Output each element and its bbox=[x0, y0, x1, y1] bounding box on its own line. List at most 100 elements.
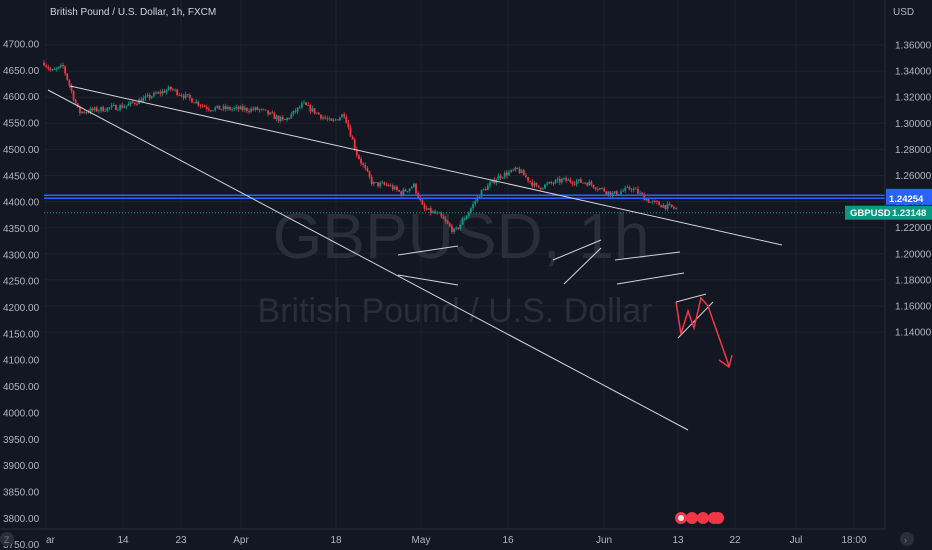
flag-2-lower[interactable] bbox=[616, 272, 685, 285]
candle-body-235 bbox=[539, 187, 542, 190]
candle-body-119 bbox=[294, 110, 297, 112]
time-axis[interactable]: ar 14 23 Apr 18 May 16 Jun 13 22 Jul 18:00 bbox=[46, 535, 867, 546]
candle-body-296 bbox=[668, 203, 671, 205]
candle-body-158 bbox=[377, 182, 379, 187]
candle-body-141 bbox=[341, 114, 343, 118]
candle-body-189 bbox=[442, 216, 445, 219]
candle-body-27 bbox=[100, 106, 102, 111]
flag-icon-center bbox=[678, 515, 684, 521]
x-axis-label-0: ar bbox=[46, 535, 56, 546]
upper-trendline[interactable] bbox=[69, 85, 783, 246]
candle-body-240 bbox=[550, 181, 553, 184]
candle-body-198 bbox=[461, 219, 464, 225]
candle-body-128 bbox=[313, 108, 316, 114]
level-tag-1 bbox=[886, 191, 932, 205]
scroll-right-button[interactable] bbox=[900, 532, 914, 546]
right-axis-tick-0: 1.36000 bbox=[895, 41, 932, 52]
candle-body-298 bbox=[672, 206, 675, 209]
candle-body-196 bbox=[457, 227, 460, 229]
candle-body-197 bbox=[459, 224, 462, 229]
candle-body-131 bbox=[319, 114, 322, 119]
candle-body-10 bbox=[64, 66, 67, 74]
candle-body-53 bbox=[155, 92, 157, 94]
candle-body-254 bbox=[579, 179, 582, 183]
x-axis-label-11: 18:00 bbox=[841, 535, 866, 546]
projected-zigzag[interactable] bbox=[675, 296, 730, 367]
grid-layer bbox=[44, 0, 885, 529]
candle-body-180 bbox=[423, 204, 426, 209]
candle-body-278 bbox=[630, 189, 633, 191]
candle-body-60 bbox=[169, 86, 172, 90]
candle-body-66 bbox=[182, 95, 185, 98]
candle-body-245 bbox=[560, 178, 563, 183]
candle-body-255 bbox=[582, 182, 584, 184]
candle-body-241 bbox=[552, 183, 555, 184]
projection-arrowhead[interactable] bbox=[718, 354, 733, 369]
candle-body-293 bbox=[662, 205, 665, 208]
candle-body-84 bbox=[220, 109, 223, 110]
watermark-symbol: GBPUSD, 1h bbox=[272, 200, 649, 272]
candle-body-68 bbox=[186, 94, 189, 95]
candle-body-91 bbox=[235, 106, 238, 108]
right-axis-tick-1: 1.34000 bbox=[895, 67, 932, 78]
candle-body-269 bbox=[611, 193, 614, 196]
level-tag-label-1: 1.24254 bbox=[889, 194, 924, 205]
candle-body-5 bbox=[53, 69, 56, 70]
candle-body-101 bbox=[256, 107, 259, 110]
left-axis-tick-16: 3900.00 bbox=[3, 461, 40, 472]
candle-body-137 bbox=[332, 119, 335, 121]
candle-body-67 bbox=[184, 94, 187, 98]
candle-body-270 bbox=[613, 191, 616, 194]
candle-body-30 bbox=[106, 107, 109, 112]
left-axis-tick-18: 3800.00 bbox=[3, 514, 40, 525]
candle-body-63 bbox=[176, 89, 179, 95]
lower-trendline[interactable] bbox=[47, 89, 689, 431]
candle-body-176 bbox=[415, 183, 417, 194]
left-axis-tick-0: 4700.00 bbox=[3, 40, 40, 51]
candle-body-70 bbox=[191, 98, 193, 103]
candle-body-29 bbox=[104, 111, 107, 112]
candle-body-54 bbox=[157, 92, 160, 94]
candle-body-16 bbox=[76, 103, 79, 108]
candle-body-272 bbox=[618, 194, 620, 196]
candle-body-116 bbox=[288, 118, 291, 119]
candle-body-191 bbox=[446, 221, 449, 224]
candle-body-146 bbox=[351, 136, 354, 140]
candle-body-103 bbox=[260, 109, 263, 110]
flag-2-upper[interactable] bbox=[614, 251, 681, 261]
candle-body-109 bbox=[273, 113, 276, 120]
candle-body-148 bbox=[355, 149, 358, 156]
candle-body-80 bbox=[212, 110, 214, 112]
candle-body-257 bbox=[586, 183, 589, 186]
candle-body-173 bbox=[408, 188, 411, 192]
candle-body-58 bbox=[165, 90, 168, 93]
candle-body-154 bbox=[368, 171, 371, 177]
candle-body-226 bbox=[520, 170, 523, 174]
candle-body-36 bbox=[119, 105, 121, 110]
candle-body-121 bbox=[298, 107, 301, 109]
wedge-lower[interactable] bbox=[563, 247, 602, 285]
horizontal-levels bbox=[44, 194, 885, 214]
flag-1-lower[interactable] bbox=[397, 274, 459, 286]
timezone-button[interactable] bbox=[0, 532, 14, 546]
flag-1-upper[interactable] bbox=[397, 245, 459, 256]
candle-body-104 bbox=[262, 109, 265, 110]
candle-body-297 bbox=[670, 204, 673, 207]
candle-body-71 bbox=[193, 102, 195, 104]
candle-body-224 bbox=[516, 167, 519, 169]
candle-body-156 bbox=[372, 182, 375, 185]
candle-body-15 bbox=[74, 99, 77, 104]
candle-body-134 bbox=[326, 118, 329, 120]
candle-body-155 bbox=[370, 176, 373, 185]
candle-body-159 bbox=[379, 182, 381, 187]
wedge-upper[interactable] bbox=[552, 239, 602, 261]
candle-body-35 bbox=[117, 109, 119, 111]
candle-body-34 bbox=[114, 104, 117, 110]
triangle-upper[interactable] bbox=[675, 293, 707, 303]
candle-body-14 bbox=[72, 90, 75, 100]
left-price-axis[interactable]: 4700.00 4650.00 4600.00 4550.00 4500.00 4450.… bbox=[3, 40, 40, 550]
candle-body-179 bbox=[421, 199, 424, 205]
candle-body-56 bbox=[161, 91, 164, 94]
candle-body-153 bbox=[366, 168, 369, 172]
